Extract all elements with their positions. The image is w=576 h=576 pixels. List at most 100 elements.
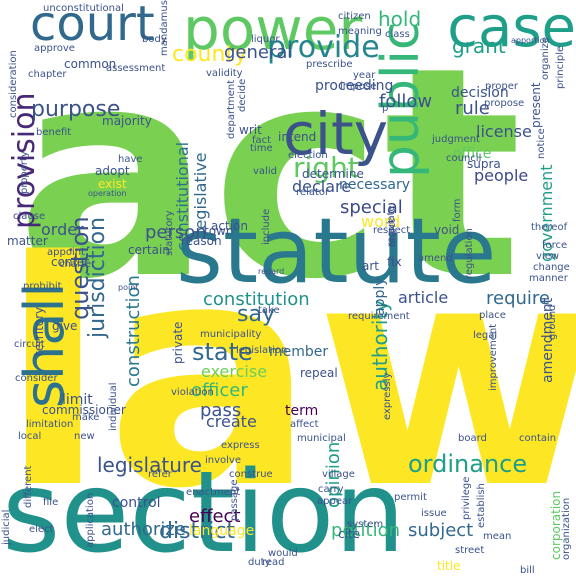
word-reason: reason — [181, 234, 222, 248]
word-make: make — [72, 412, 100, 423]
word-general: general — [224, 42, 293, 63]
word-statute: statute — [176, 199, 497, 304]
word-establish: establish — [476, 483, 487, 528]
word-class: class — [385, 29, 410, 40]
word-adopt: adopt — [95, 164, 130, 178]
word-municipal: municipal — [297, 433, 346, 444]
word-system: system — [347, 519, 384, 530]
word-judicial: judicial — [1, 509, 12, 545]
word-mandamus: mandamus — [159, 0, 170, 56]
word-grant: grant — [452, 34, 506, 58]
word-chapter: chapter — [28, 69, 67, 80]
word-place: place — [479, 310, 506, 321]
word-view: view — [536, 251, 560, 262]
word-district: district — [159, 519, 236, 544]
word-law: law — [0, 196, 576, 557]
word-manner: manner — [529, 273, 568, 284]
word-case: case — [447, 0, 576, 60]
word-effect: effect — [189, 506, 241, 527]
word-would: would — [268, 548, 298, 559]
word-construe: construe — [229, 469, 273, 480]
word-force: force — [542, 240, 568, 251]
word-department: department — [226, 79, 237, 139]
word-amend: amend — [418, 253, 453, 264]
word-street: street — [455, 545, 485, 556]
word-approve: approve — [34, 43, 75, 54]
word-language: language — [189, 523, 255, 539]
word-officer: officer — [191, 380, 248, 401]
word-art: art — [362, 259, 379, 273]
word-private: private — [171, 321, 185, 364]
word-prohibit: prohibit — [23, 281, 62, 292]
word-decide: decide — [237, 78, 248, 112]
word-consider: consider — [15, 373, 58, 384]
word-purpose: purpose — [31, 97, 121, 122]
word-fact: fact — [252, 135, 272, 146]
word-action: action — [211, 219, 248, 233]
word-bill: bill — [520, 565, 535, 576]
word-change: change — [533, 262, 570, 273]
word-different: different — [23, 465, 34, 508]
word-duty: duty — [248, 557, 271, 568]
word-involve: involve — [205, 455, 242, 466]
word-people: people — [474, 166, 529, 185]
word-section: section — [2, 448, 406, 576]
word-passage: passage — [229, 479, 240, 521]
word-present: present — [529, 82, 543, 128]
word-power: power — [183, 0, 363, 63]
word-rule: rule — [455, 98, 490, 119]
word-say: say — [237, 302, 275, 327]
word-individual: individual — [108, 382, 119, 431]
word-exist: exist — [98, 177, 127, 191]
word-county: county — [172, 42, 248, 67]
word-pass: pass — [200, 400, 242, 421]
word-determine: determine — [302, 167, 364, 181]
word-permit: permit — [394, 492, 427, 503]
word-year: year — [353, 70, 376, 81]
word-local: local — [18, 431, 42, 442]
word-petition: petition — [331, 520, 401, 541]
word-person: person — [145, 222, 207, 243]
word-limit: limit — [62, 392, 93, 408]
word-fix: fix — [387, 255, 402, 269]
word-municipality: municipality — [200, 329, 262, 340]
word-void: void — [434, 223, 460, 237]
word-issue: issue — [421, 508, 447, 519]
word-organization: organization — [561, 497, 572, 560]
word-requirement: requirement — [348, 311, 410, 322]
word-expressly: expressly — [382, 372, 393, 420]
word-act: act — [16, 6, 523, 343]
word-meaning: meaning — [338, 26, 382, 37]
word-intend: intend — [278, 130, 317, 144]
word-give: give — [52, 319, 78, 333]
word-statutory: statutory — [164, 210, 175, 256]
word-article: article — [398, 288, 449, 307]
word-common: common — [64, 57, 117, 71]
word-declare: declare — [292, 177, 352, 196]
word-create: create — [206, 412, 257, 431]
word-affect: affect — [290, 419, 319, 430]
word-charter: charter — [59, 259, 96, 270]
word-validity: validity — [206, 68, 243, 79]
word-right: right — [293, 151, 359, 184]
word-operation: operation — [88, 189, 127, 198]
word-control: control — [112, 495, 161, 511]
word-p: p — [382, 103, 389, 114]
word-point: point — [118, 283, 139, 292]
word-thereof: thereof — [531, 222, 568, 233]
word-title: title — [437, 559, 461, 573]
word-new: new — [74, 431, 95, 442]
word-circuit: circuit — [14, 339, 45, 350]
word-notice: notice — [536, 128, 547, 159]
word-limitation: limitation — [26, 419, 74, 430]
word-legislature: legislature — [97, 453, 202, 477]
word-constitution: constitution — [203, 289, 310, 310]
word-principle: principle — [555, 45, 566, 89]
word-express: express — [221, 440, 260, 451]
word-regard: regard — [258, 267, 285, 276]
word-appoint: appoint — [47, 247, 85, 258]
word-property: property — [19, 151, 30, 194]
word-judgment: judgment — [432, 134, 480, 145]
word-proceeding: proceeding — [315, 78, 394, 94]
